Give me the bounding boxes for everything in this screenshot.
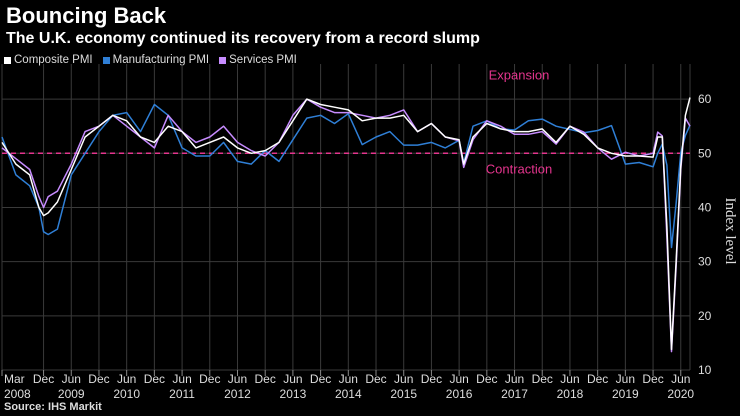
x-tick-month-8: Jun [228, 372, 247, 386]
legend-label-services: Services PMI [229, 54, 297, 66]
x-tick-year-2013: 2013 [280, 387, 307, 401]
y-tick-label-60: 60 [698, 92, 712, 106]
y-tick-label-20: 20 [698, 309, 712, 323]
source-note: Source: IHS Markit [4, 401, 102, 413]
x-tick-year-2009: 2009 [58, 387, 85, 401]
series-layer [1, 97, 691, 353]
grid-layer [1, 64, 691, 371]
x-tick-month-15: Dec [421, 372, 442, 386]
x-tick-month-24: Jun [671, 372, 690, 386]
legend-item-composite: Composite PMI [4, 54, 93, 66]
x-tick-month-11: Dec [310, 372, 331, 386]
x-tick-month-14: Jun [394, 372, 413, 386]
x-tick-month-9: Dec [255, 372, 276, 386]
x-tick-year-2008: 2008 [4, 387, 31, 401]
chart-legend: Composite PMI Manufacturing PMI Services… [4, 54, 297, 66]
x-tick-month-12: Jun [339, 372, 358, 386]
x-tick-year-2019: 2019 [612, 387, 639, 401]
x-tick-month-21: Dec [587, 372, 608, 386]
x-tick-year-2011: 2011 [169, 387, 195, 401]
x-tick-month-1: Dec [33, 372, 54, 386]
x-tick-month-20: Jun [560, 372, 579, 386]
y-tick-label-50: 50 [698, 146, 712, 160]
expansion-annotation: Expansion [489, 67, 550, 82]
contraction-annotation: Contraction [486, 161, 552, 176]
legend-label-manufacturing: Manufacturing PMI [112, 54, 210, 66]
x-tick-year-2017: 2017 [501, 387, 528, 401]
y-tick-label-30: 30 [698, 255, 712, 269]
x-tick-month-7: Dec [199, 372, 220, 386]
x-tick-year-2018: 2018 [557, 387, 584, 401]
x-tick-month-23: Dec [642, 372, 663, 386]
x-tick-year-2015: 2015 [390, 387, 417, 401]
x-tick-year-2020: 2020 [667, 387, 694, 401]
x-tick-year-2010: 2010 [113, 387, 140, 401]
legend-swatch-composite [4, 56, 11, 64]
chart-title: Bouncing Back [6, 3, 167, 28]
x-tick-month-5: Dec [144, 372, 165, 386]
y-tick-label-10: 10 [698, 363, 712, 377]
series-line-manufacturing [1, 103, 691, 249]
threshold-layer: Expansion Contraction [2, 67, 690, 176]
legend-swatch-manufacturing [102, 56, 110, 64]
x-tick-month-2: Jun [62, 372, 81, 386]
y-axis: 10 20 30 40 50 60 [698, 92, 712, 377]
x-tick-month-0: Mar [4, 372, 25, 386]
x-tick-year-2014: 2014 [335, 387, 362, 401]
x-tick-month-17: Dec [476, 372, 497, 386]
x-tick-year-2012: 2012 [224, 387, 251, 401]
x-tick-month-6: Jun [172, 372, 191, 386]
series-line-composite [1, 97, 691, 351]
y-tick-label-40: 40 [698, 200, 712, 214]
legend-swatch-services [219, 56, 227, 64]
y-axis-title: Index level [722, 197, 738, 264]
chart-subtitle: The U.K. economy continued its recovery … [6, 30, 480, 47]
x-tick-month-4: Jun [117, 372, 136, 386]
x-tick-month-3: Dec [88, 372, 109, 386]
x-tick-month-16: Jun [449, 372, 468, 386]
x-tick-month-22: Jun [616, 372, 635, 386]
x-tick-month-13: Dec [365, 372, 386, 386]
x-tick-month-18: Jun [505, 372, 524, 386]
legend-item-manufacturing: Manufacturing PMI [102, 54, 210, 66]
x-tick-month-10: Jun [283, 372, 302, 386]
x-tick-month-19: Dec [532, 372, 553, 386]
legend-item-services: Services PMI [219, 54, 297, 66]
legend-label-composite: Composite PMI [14, 54, 93, 66]
x-tick-year-2016: 2016 [446, 387, 473, 401]
